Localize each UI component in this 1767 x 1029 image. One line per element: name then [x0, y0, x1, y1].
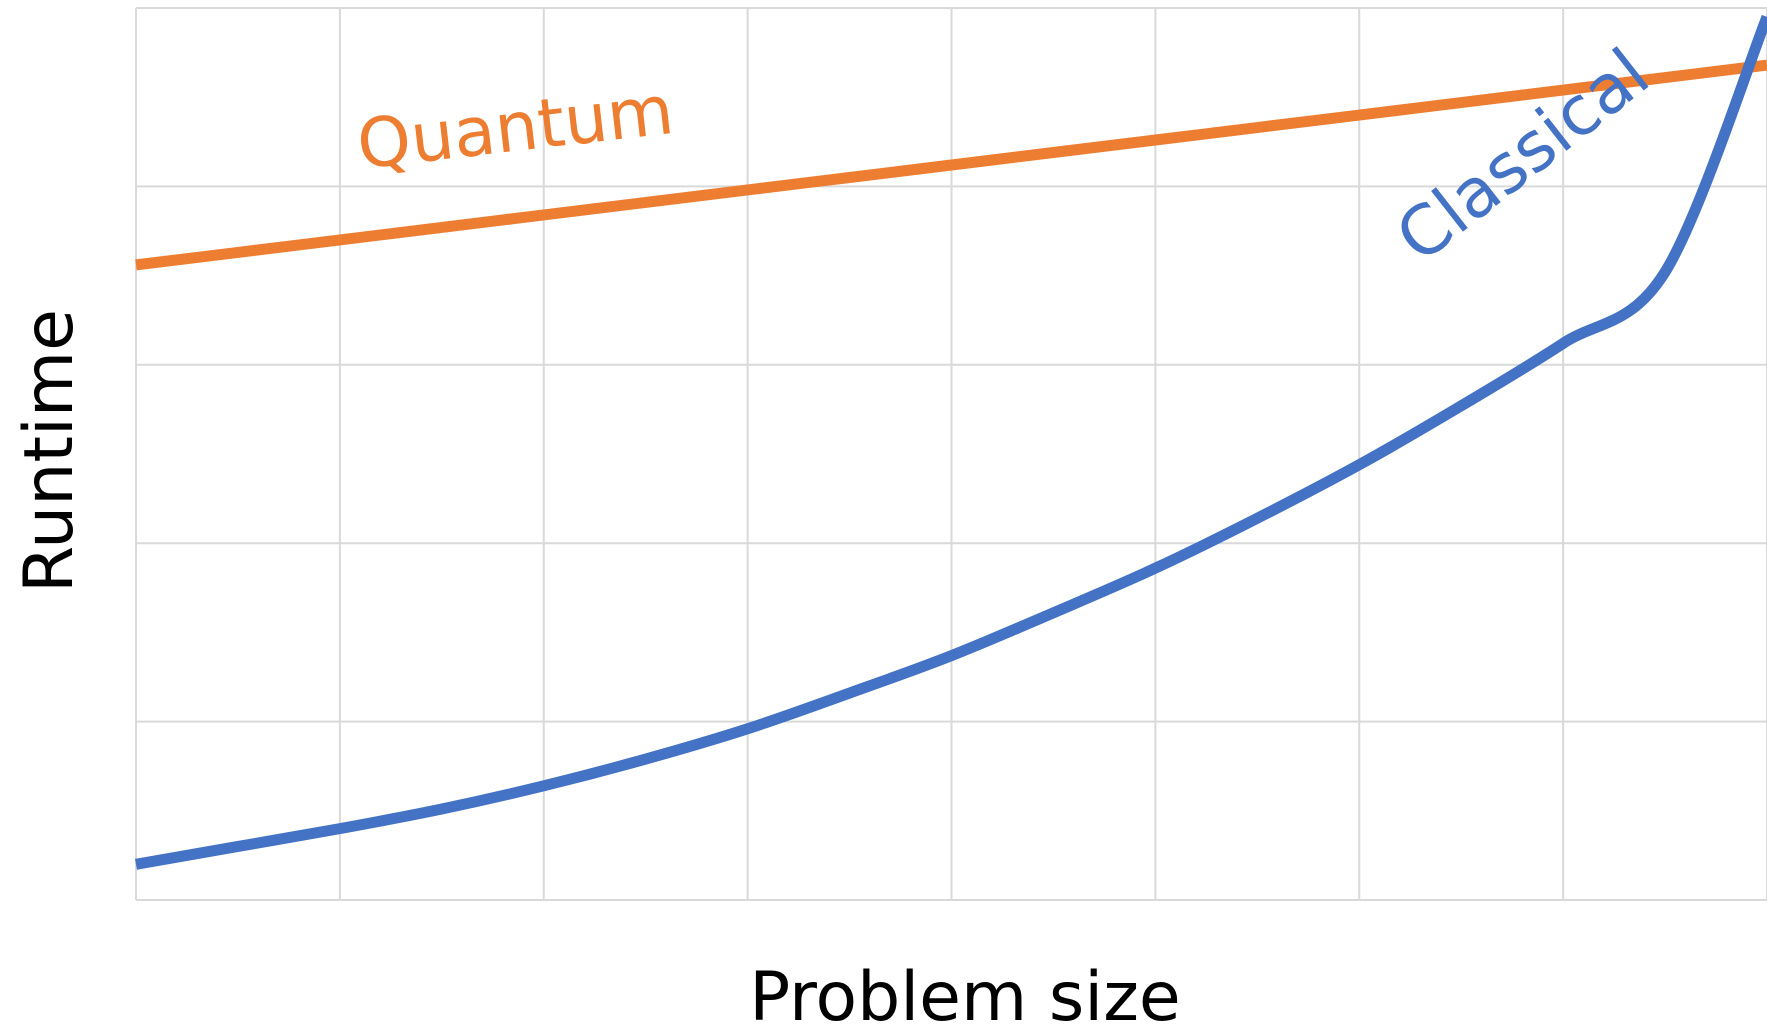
x-axis-label: Problem size — [749, 958, 1180, 1029]
grid — [135, 7, 1767, 901]
series-label-classical: Classical — [1382, 34, 1664, 278]
series-line-classical — [135, 14, 1767, 870]
series-group — [135, 14, 1767, 870]
series-label-quantum: Quantum — [353, 71, 677, 185]
series-line-quantum — [135, 59, 1767, 271]
y-axis-label: Runtime — [10, 309, 89, 593]
